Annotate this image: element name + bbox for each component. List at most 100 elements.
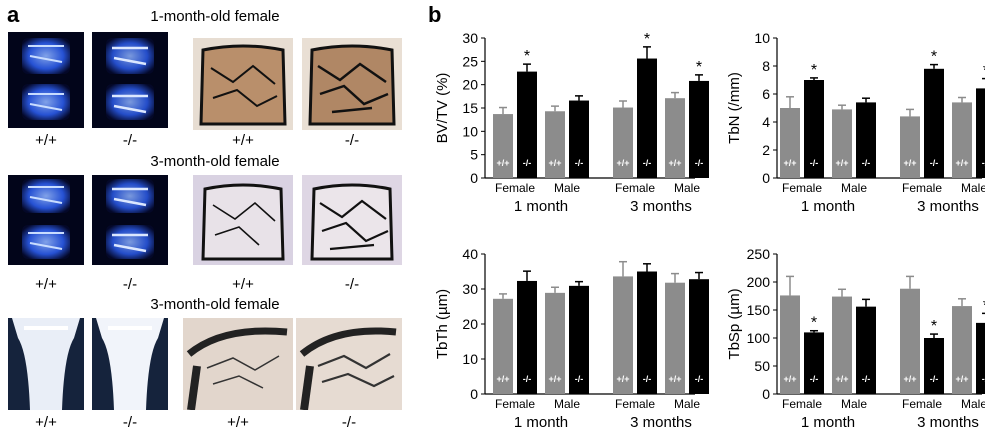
bar-label: -/- (982, 374, 985, 384)
sex-label: Male (841, 181, 867, 195)
sex-label: Male (961, 397, 985, 411)
y-tick-label: 0 (762, 386, 770, 402)
y-tick-label: 15 (462, 100, 478, 116)
bar-label: +/+ (496, 158, 509, 168)
bar-label: +/+ (955, 374, 968, 384)
bar (952, 102, 972, 178)
bar-label: -/- (523, 158, 532, 168)
bar (780, 108, 800, 178)
y-tick-label: 30 (462, 30, 478, 46)
genotype-label: +/+ (35, 414, 57, 431)
bar-label: -/- (862, 374, 871, 384)
bar (613, 276, 633, 394)
group-label: 3 months (917, 198, 979, 215)
sex-label: Female (902, 181, 942, 195)
y-tick-label: 25 (462, 53, 478, 69)
y-axis-label: BV/TV (%) (434, 73, 451, 144)
bar-label: +/+ (548, 374, 561, 384)
bar (569, 285, 589, 394)
bar (545, 292, 565, 394)
chart-bvtv: 0 5 10 15 20 25 30 BV/TV (%) +/+ * -/- +/+ -/- +/+ * -/… (434, 30, 709, 215)
bar-label: -/- (982, 158, 985, 168)
section-title-3: 3-month-old female (150, 296, 280, 313)
genotype-label: +/+ (35, 276, 57, 293)
significance-star: * (983, 297, 985, 314)
bar-label: +/+ (668, 158, 681, 168)
y-tick-label: 20 (462, 77, 478, 93)
bar (517, 280, 537, 394)
y-tick-label: 2 (762, 142, 770, 158)
significance-star: * (811, 62, 817, 79)
panel-b-letter: b (428, 2, 442, 27)
sex-label: Female (495, 181, 535, 195)
sex-label: Male (554, 181, 580, 195)
bar-label: +/+ (668, 374, 681, 384)
bar (665, 98, 685, 178)
bar-label: +/+ (903, 374, 916, 384)
y-tick-label: 150 (747, 302, 771, 318)
sex-label: Female (615, 397, 655, 411)
bar (856, 306, 876, 394)
y-tick-label: 50 (754, 358, 770, 374)
sex-label: Female (615, 181, 655, 195)
bar (637, 58, 657, 178)
y-tick-label: 6 (762, 86, 770, 102)
group-label: 3 months (630, 198, 692, 215)
bar-label: +/+ (955, 158, 968, 168)
bar-label: +/+ (783, 158, 796, 168)
bar (665, 282, 685, 394)
significance-star: * (696, 59, 702, 76)
group-label: 1 month (514, 198, 568, 215)
bar-label: +/+ (835, 374, 848, 384)
bar-label: +/+ (548, 158, 561, 168)
chart-tbth: 0 10 20 30 40 TbTh (µm) +/+ -/- +/+ -/- +/+ -/- +/+ -… (434, 246, 709, 431)
significance-star: * (811, 315, 817, 332)
y-tick-label: 0 (470, 170, 478, 186)
genotype-label: -/- (122, 276, 138, 293)
y-tick-label: 8 (762, 58, 770, 74)
genotype-label: -/- (344, 276, 360, 293)
bar (924, 338, 944, 394)
genotype-label: -/- (122, 132, 138, 149)
bar-label: +/+ (616, 158, 629, 168)
bar (689, 80, 709, 178)
y-tick-label: 30 (462, 281, 478, 297)
bar (780, 295, 800, 394)
y-axis-label: TbTh (µm) (434, 289, 451, 359)
significance-star: * (524, 48, 530, 65)
chart-tbsp: 0 50 100 150 200 250 TbSp (µm) +/+ * -/- +/+ -/- +/+… (726, 246, 985, 431)
bar-label: -/- (862, 158, 871, 168)
bar (832, 296, 852, 394)
bar-label: +/+ (835, 158, 848, 168)
y-tick-label: 0 (762, 170, 770, 186)
histology-image-1m-ko (302, 38, 402, 130)
bar-label: -/- (575, 374, 584, 384)
genotype-label: -/- (344, 132, 360, 149)
histology-image-3m-wt (193, 175, 293, 265)
xray-image-tibia-wt (8, 318, 84, 410)
bar-label: +/+ (496, 374, 509, 384)
group-label: 1 month (514, 414, 568, 431)
group-label: 1 month (801, 198, 855, 215)
bar-label: -/- (643, 158, 652, 168)
bar (493, 114, 513, 178)
sex-label: Female (495, 397, 535, 411)
genotype-label: -/- (122, 414, 138, 431)
micro-ct-image-1m-ko (92, 32, 168, 128)
micro-ct-image-3m-wt (8, 175, 84, 265)
genotype-label: -/- (341, 414, 357, 431)
y-tick-label: 10 (462, 123, 478, 139)
sex-label: Female (782, 397, 822, 411)
sex-label: Female (902, 397, 942, 411)
bar-label: -/- (930, 374, 939, 384)
group-label: 3 months (917, 414, 979, 431)
bar (924, 68, 944, 178)
genotype-label: +/+ (232, 276, 254, 293)
bar (952, 306, 972, 394)
bar (804, 332, 824, 394)
bar-label: -/- (523, 374, 532, 384)
sex-label: Female (782, 181, 822, 195)
bar (900, 116, 920, 178)
y-tick-label: 20 (462, 316, 478, 332)
